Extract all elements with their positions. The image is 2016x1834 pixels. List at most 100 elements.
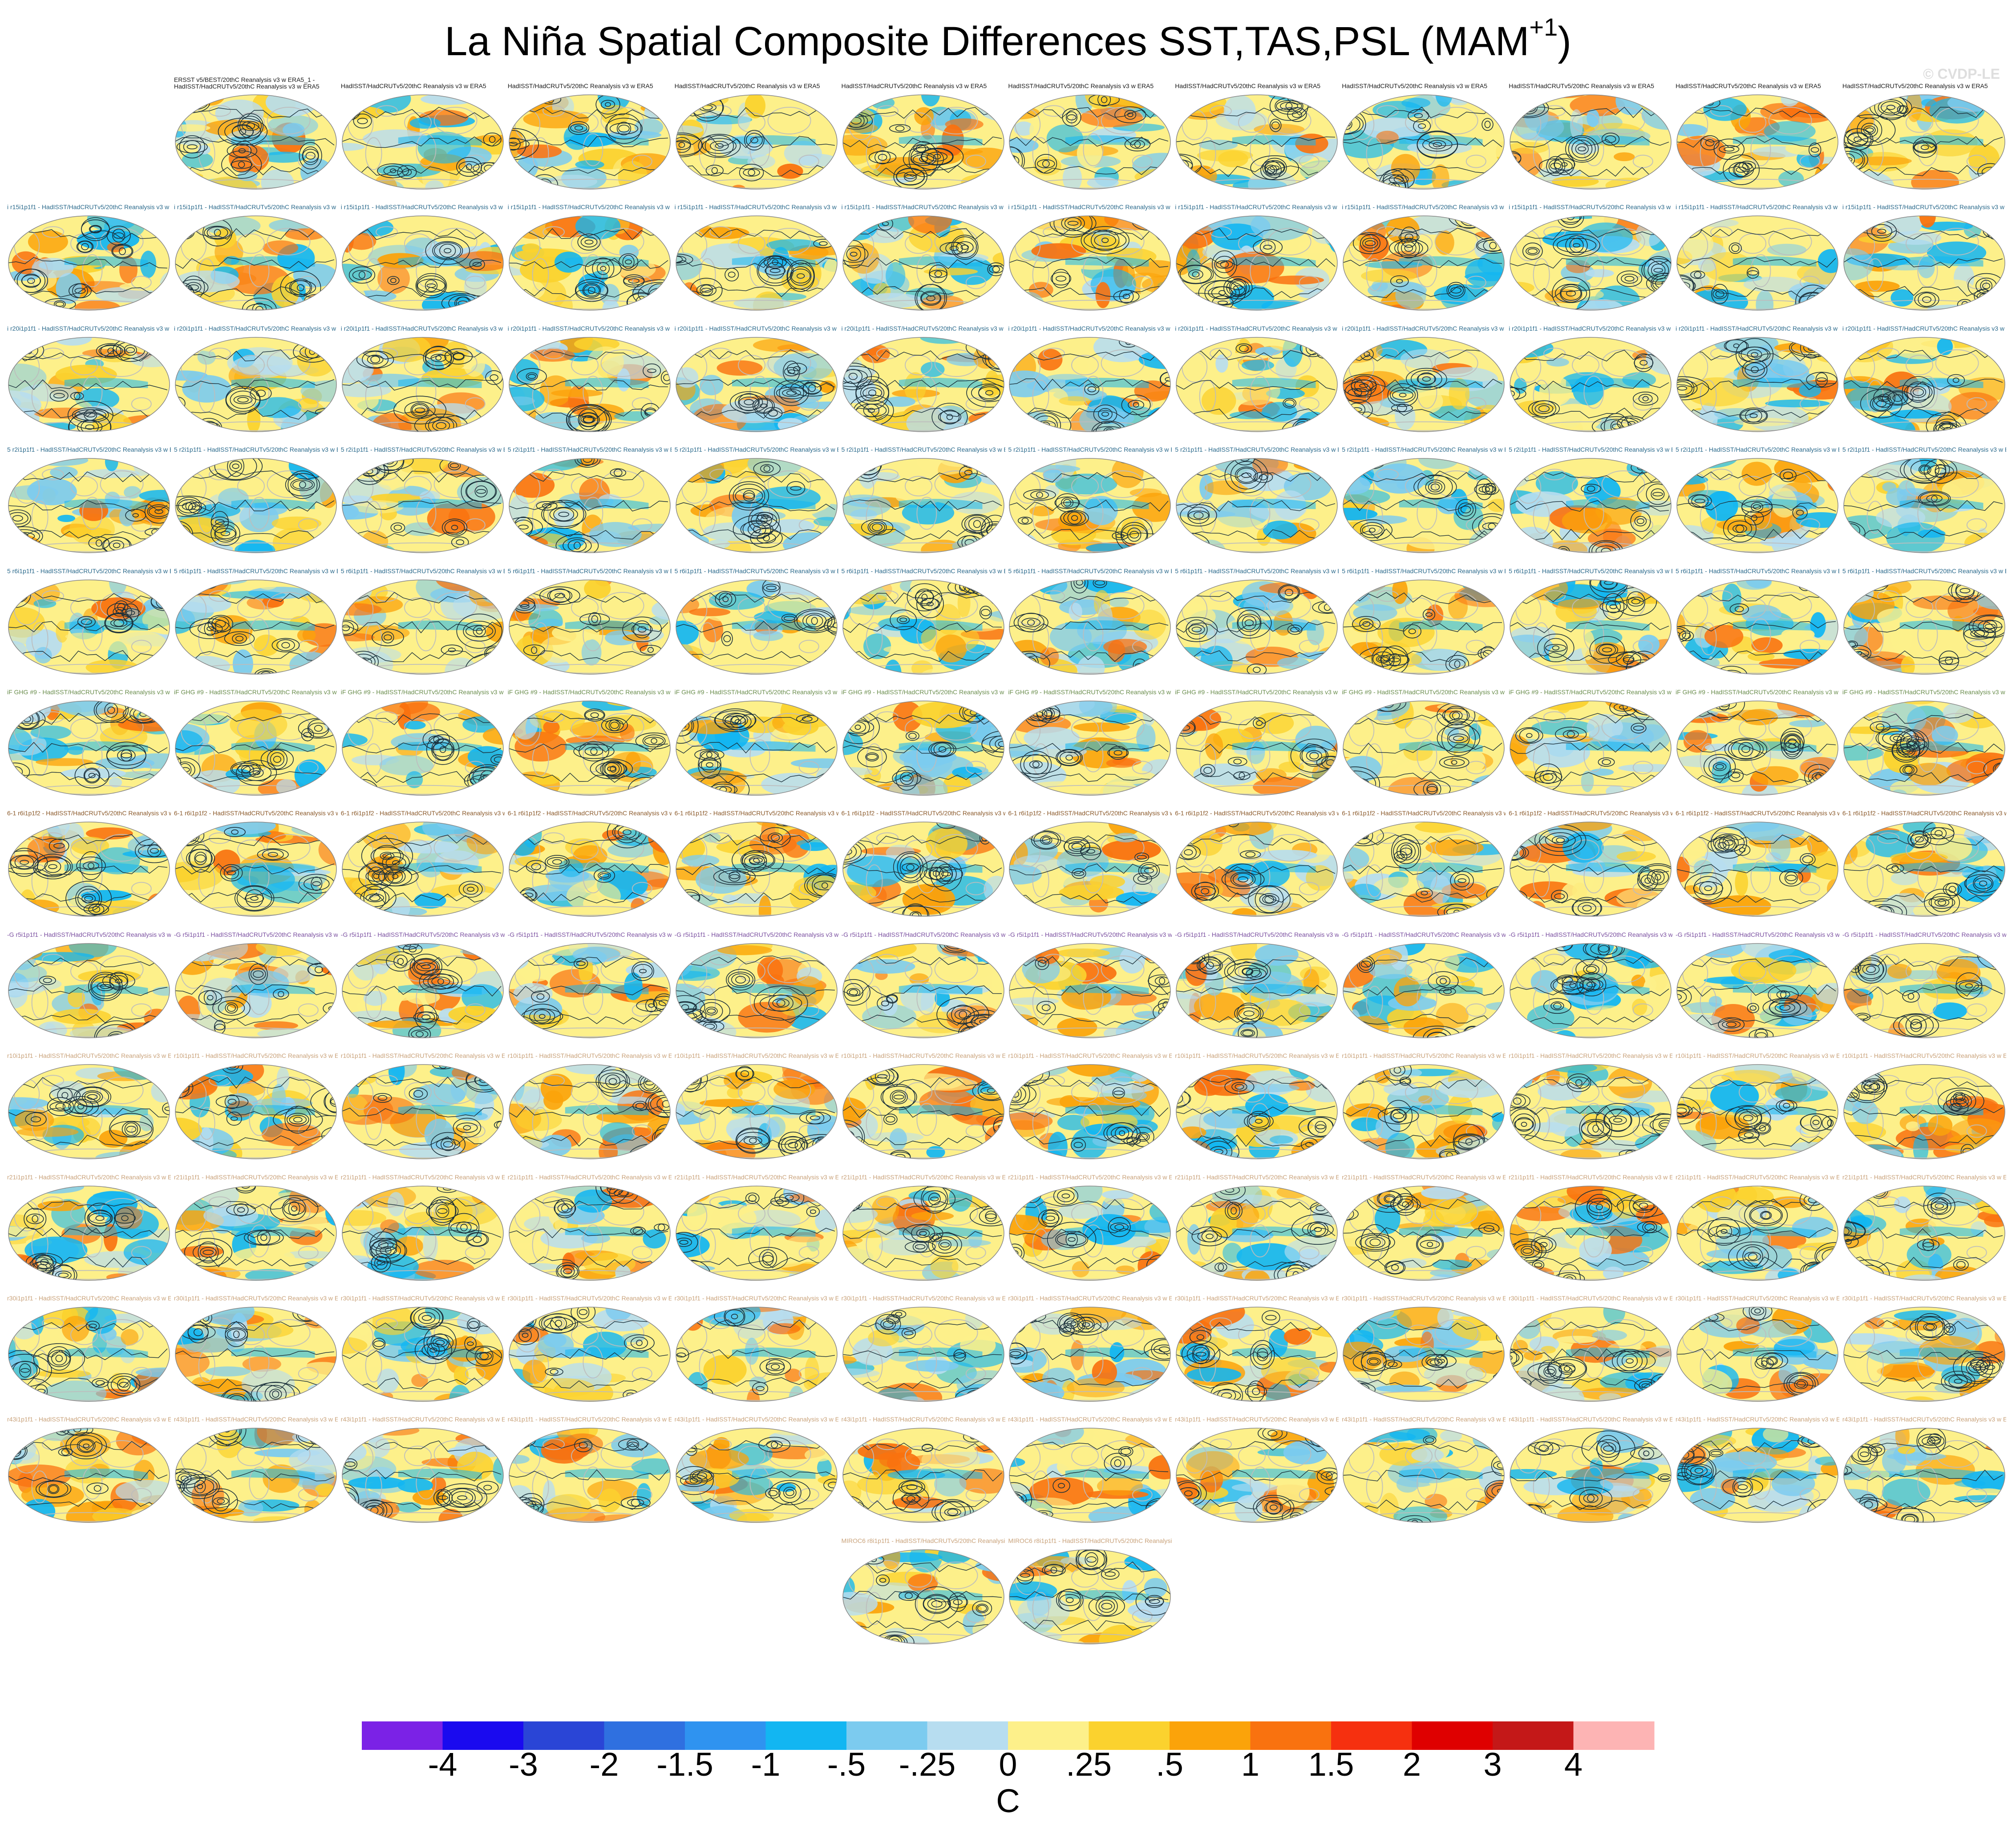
composite-map: [1176, 822, 1338, 917]
composite-map: [175, 579, 337, 675]
panel-label: iF GHG #9 - HadISST/HadCRUTv5/20thC Rean…: [174, 689, 338, 696]
composite-map: [1009, 700, 1171, 796]
composite-map: [675, 822, 838, 917]
panel-label: r21i1p1f1 - HadISST/HadCRUTv5/20thC Rean…: [7, 1174, 171, 1181]
composite-map: [508, 579, 671, 675]
composite-map: [1510, 1428, 1672, 1523]
composite-map: [508, 458, 671, 553]
composite-map: [1009, 943, 1171, 1038]
panel-label: 6-1 r6i1p1f2 - HadISST/HadCRUTv5/20thC R…: [7, 810, 171, 817]
panel-label: i r20i1p1f1 - HadISST/HadCRUTv5/20thC Re…: [1342, 325, 1506, 332]
composite-map: [175, 94, 337, 190]
composite-map: [1176, 700, 1338, 796]
composite-map: [842, 1549, 1004, 1644]
composite-map: [1676, 94, 1838, 190]
panel-label: r43i1p1f1 - HadISST/HadCRUTv5/20thC Rean…: [174, 1416, 338, 1423]
panel-label: r21i1p1f1 - HadISST/HadCRUTv5/20thC Rean…: [1509, 1174, 1673, 1181]
composite-map: [175, 1064, 337, 1159]
composite-map: [1676, 458, 1838, 553]
panel-label: r43i1p1f1 - HadISST/HadCRUTv5/20thC Rean…: [1676, 1416, 1839, 1423]
composite-map: [1343, 1307, 1505, 1402]
composite-map: [342, 215, 504, 311]
composite-map: [1009, 1428, 1171, 1523]
panel-label: MIROC6 r8i1p1f1 - HadISST/HadCRUTv5/20th…: [841, 1537, 1005, 1544]
composite-map: [8, 1428, 170, 1523]
panel-label: r10i1p1f1 - HadISST/HadCRUTv5/20thC Rean…: [1676, 1053, 1839, 1060]
composite-map: [1843, 579, 2005, 675]
panel-label: MIROC6 r8i1p1f1 - HadISST/HadCRUTv5/20th…: [1008, 1537, 1172, 1544]
composite-map: [175, 337, 337, 432]
composite-map: [1510, 579, 1672, 675]
panel-label: HadISST/HadCRUTv5/20thC Reanalysis v3 w …: [674, 83, 820, 89]
composite-map: [1843, 215, 2005, 311]
panel-label: i r20i1p1f1 - HadISST/HadCRUTv5/20thC Re…: [1509, 325, 1673, 332]
panel-label: 5 r2i1p1f1 - HadISST/HadCRUTv5/20thC Rea…: [507, 446, 672, 453]
composite-map: [1510, 822, 1672, 917]
composite-map: [342, 337, 504, 432]
panel-label: r30i1p1f1 - HadISST/HadCRUTv5/20thC Rean…: [1342, 1295, 1506, 1302]
composite-map: [8, 943, 170, 1038]
composite-map: [342, 700, 504, 796]
composite-map: [8, 700, 170, 796]
composite-map: [675, 458, 838, 553]
panel-label: r43i1p1f1 - HadISST/HadCRUTv5/20thC Rean…: [1342, 1416, 1506, 1423]
panel-label: -G r5i1p1f1 - HadISST/HadCRUTv5/20thC Re…: [1509, 931, 1673, 938]
composite-map: [1009, 822, 1171, 917]
panel-label: r21i1p1f1 - HadISST/HadCRUTv5/20thC Rean…: [1175, 1174, 1339, 1181]
composite-map: [1510, 700, 1672, 796]
composite-map: [1009, 1185, 1171, 1281]
composite-map: [842, 700, 1004, 796]
composite-map: [342, 1185, 504, 1281]
panel-label: i r15i1p1f1 - HadISST/HadCRUTv5/20thC Re…: [674, 204, 838, 211]
composite-map: [342, 458, 504, 553]
panel-label: i r20i1p1f1 - HadISST/HadCRUTv5/20thC Re…: [340, 325, 505, 332]
composite-map: [1009, 458, 1171, 553]
panel-label: r43i1p1f1 - HadISST/HadCRUTv5/20thC Rean…: [507, 1416, 672, 1423]
panel-label: 6-1 r6i1p1f2 - HadISST/HadCRUTv5/20thC R…: [1842, 810, 2006, 817]
panel-label: HadISST/HadCRUTv5/20thC Reanalysis v3 w …: [841, 83, 987, 89]
panel-label: i r20i1p1f1 - HadISST/HadCRUTv5/20thC Re…: [841, 325, 1005, 332]
composite-map: [175, 1307, 337, 1402]
panel-label: r10i1p1f1 - HadISST/HadCRUTv5/20thC Rean…: [1175, 1053, 1339, 1060]
panel-label: 6-1 r6i1p1f2 - HadISST/HadCRUTv5/20thC R…: [340, 810, 505, 817]
panel-label: i r15i1p1f1 - HadISST/HadCRUTv5/20thC Re…: [7, 204, 171, 211]
composite-map: [508, 215, 671, 311]
panel-label: r21i1p1f1 - HadISST/HadCRUTv5/20thC Rean…: [507, 1174, 672, 1181]
panel-label: r30i1p1f1 - HadISST/HadCRUTv5/20thC Rean…: [1008, 1295, 1172, 1302]
panel-label: 6-1 r6i1p1f2 - HadISST/HadCRUTv5/20thC R…: [674, 810, 838, 817]
colorbar-tick-label: 2: [1402, 1746, 1421, 1783]
panel-label: 5 r2i1p1f1 - HadISST/HadCRUTv5/20thC Rea…: [1509, 446, 1673, 453]
panel-label: ERSST v5/BEST/20thC Reanalysis v3 w ERA5…: [174, 77, 320, 90]
colorbar-tick-label: 3: [1483, 1746, 1502, 1783]
panel-label: 5 r2i1p1f1 - HadISST/HadCRUTv5/20thC Rea…: [1008, 446, 1172, 453]
panel-label: i r15i1p1f1 - HadISST/HadCRUTv5/20thC Re…: [1175, 204, 1339, 211]
panel-label: r30i1p1f1 - HadISST/HadCRUTv5/20thC Rean…: [340, 1295, 505, 1302]
panel-label: 6-1 r6i1p1f2 - HadISST/HadCRUTv5/20thC R…: [174, 810, 338, 817]
panel-label: 6-1 r6i1p1f2 - HadISST/HadCRUTv5/20thC R…: [841, 810, 1005, 817]
composite-map: [842, 458, 1004, 553]
page-title: La Niña Spatial Composite Differences SS…: [0, 12, 2016, 65]
panel-label: 6-1 r6i1p1f2 - HadISST/HadCRUTv5/20thC R…: [1509, 810, 1672, 817]
composite-map: [1009, 94, 1171, 190]
composite-map: [1176, 215, 1338, 311]
composite-map: [842, 943, 1004, 1038]
panel-label: r30i1p1f1 - HadISST/HadCRUTv5/20thC Rean…: [507, 1295, 672, 1302]
composite-map: [175, 1428, 337, 1523]
panel-label: i r20i1p1f1 - HadISST/HadCRUTv5/20thC Re…: [7, 325, 171, 332]
panel-label: r43i1p1f1 - HadISST/HadCRUTv5/20thC Rean…: [1008, 1416, 1172, 1423]
panel-label: i r15i1p1f1 - HadISST/HadCRUTv5/20thC Re…: [174, 204, 338, 211]
panel-label: 5 r2i1p1f1 - HadISST/HadCRUTv5/20thC Rea…: [674, 446, 838, 453]
panel-label: 5 r2i1p1f1 - HadISST/HadCRUTv5/20thC Rea…: [174, 446, 338, 453]
panel-label: -G r5i1p1f1 - HadISST/HadCRUTv5/20thC Re…: [674, 931, 838, 938]
composite-map: [508, 1307, 671, 1402]
panel-label: iF GHG #9 - HadISST/HadCRUTv5/20thC Rean…: [1676, 689, 1839, 696]
composite-map: [1009, 1549, 1171, 1644]
colorbar-swatch: [1573, 1721, 1655, 1750]
panel-label: 5 r6i1p1f1 - HadISST/HadCRUTv5/20thC Rea…: [507, 567, 672, 575]
panel-label: r30i1p1f1 - HadISST/HadCRUTv5/20thC Rean…: [1842, 1295, 2006, 1302]
colorbar-tick-label: -2: [589, 1746, 619, 1783]
panel-label: 5 r6i1p1f1 - HadISST/HadCRUTv5/20thC Rea…: [1342, 567, 1506, 575]
colorbar-tick-label: -.25: [899, 1746, 956, 1783]
composite-map: [8, 1185, 170, 1281]
panel-label: 5 r6i1p1f1 - HadISST/HadCRUTv5/20thC Rea…: [1175, 567, 1339, 575]
